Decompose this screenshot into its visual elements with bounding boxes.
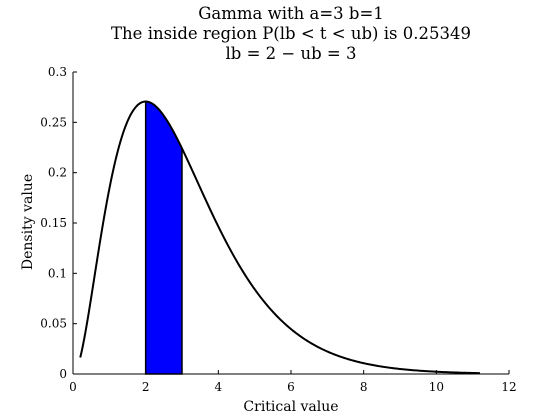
x-tick-label: 10 — [429, 380, 444, 394]
shaded-region — [144, 100, 183, 375]
x-tick-label: 8 — [360, 380, 368, 394]
y-tick-label: 0.2 — [48, 166, 67, 180]
x-tick-label: 12 — [501, 380, 516, 394]
x-tick-label: 2 — [142, 380, 150, 394]
y-tick-label: 0.25 — [40, 115, 67, 129]
x-tick-label: 6 — [287, 380, 295, 394]
x-axis-label: Critical value — [243, 399, 338, 415]
plot-area: 0 2 4 6 8 10 12 0 0.05 0.1 0.15 0.2 0.25 0.3 — [40, 65, 516, 394]
y-tick-label: 0.15 — [40, 216, 67, 230]
x-tick-label: 4 — [215, 380, 223, 394]
chart-title-line-3: lb = 2 − ub = 3 — [226, 44, 357, 63]
y-tick-label: 0 — [59, 367, 67, 381]
density-curve — [79, 100, 480, 375]
y-tick-label: 0.05 — [40, 317, 67, 331]
chart-title-line-2: The inside region P(lb < t < ub) is 0.25… — [111, 24, 471, 43]
y-tick-label: 0.3 — [48, 65, 67, 79]
chart-title-line-1: Gamma with a=3 b=1 — [198, 4, 384, 23]
y-axis-label: Density value — [20, 174, 36, 270]
y-tick-label: 0.1 — [48, 266, 67, 280]
x-tick-label: 0 — [69, 380, 77, 394]
